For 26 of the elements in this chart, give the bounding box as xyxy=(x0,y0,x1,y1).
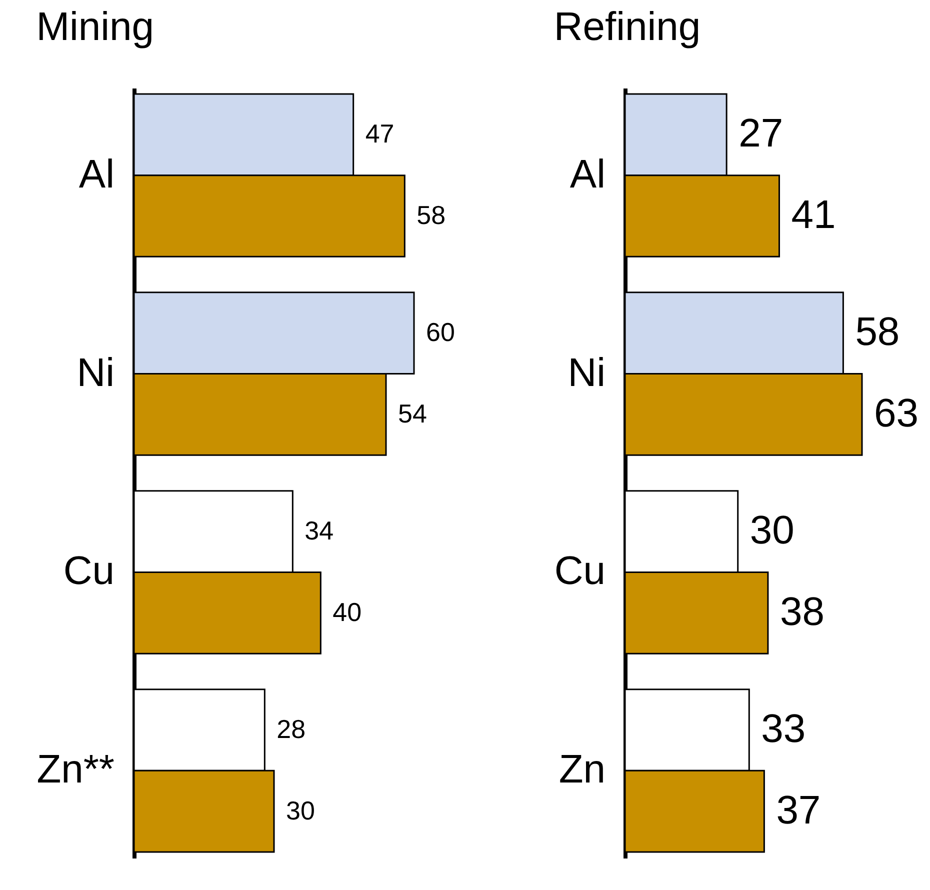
data-label: 27 xyxy=(738,112,784,156)
y-tick-label: Zn** xyxy=(36,748,114,792)
y-tick-label: Zn xyxy=(558,748,606,792)
y-tick-label: Ni xyxy=(568,350,606,395)
y-tick-label: Al xyxy=(78,152,114,196)
y-tick-label: Cu xyxy=(554,549,606,594)
data-label: 37 xyxy=(776,788,821,832)
data-label: 54 xyxy=(398,398,427,428)
data-label: 28 xyxy=(276,714,306,744)
data-label: 63 xyxy=(874,391,918,436)
data-label: 34 xyxy=(304,516,334,546)
data-label: 41 xyxy=(791,193,836,238)
data-label: 60 xyxy=(426,317,455,348)
data-label: 58 xyxy=(416,200,446,230)
data-label: 33 xyxy=(761,706,806,751)
y-tick-label: Ni xyxy=(76,350,114,395)
data-label: 30 xyxy=(750,508,794,553)
data-label: 47 xyxy=(365,118,394,149)
data-label: 38 xyxy=(780,590,824,634)
data-label: 58 xyxy=(855,310,900,354)
y-tick-label: Al xyxy=(570,152,606,196)
data-label: 40 xyxy=(332,596,362,627)
y-tick-label: Cu xyxy=(63,549,114,594)
chart-title: Mining xyxy=(36,5,154,49)
data-label: 30 xyxy=(286,795,315,826)
chart-title: Refining xyxy=(554,5,701,49)
